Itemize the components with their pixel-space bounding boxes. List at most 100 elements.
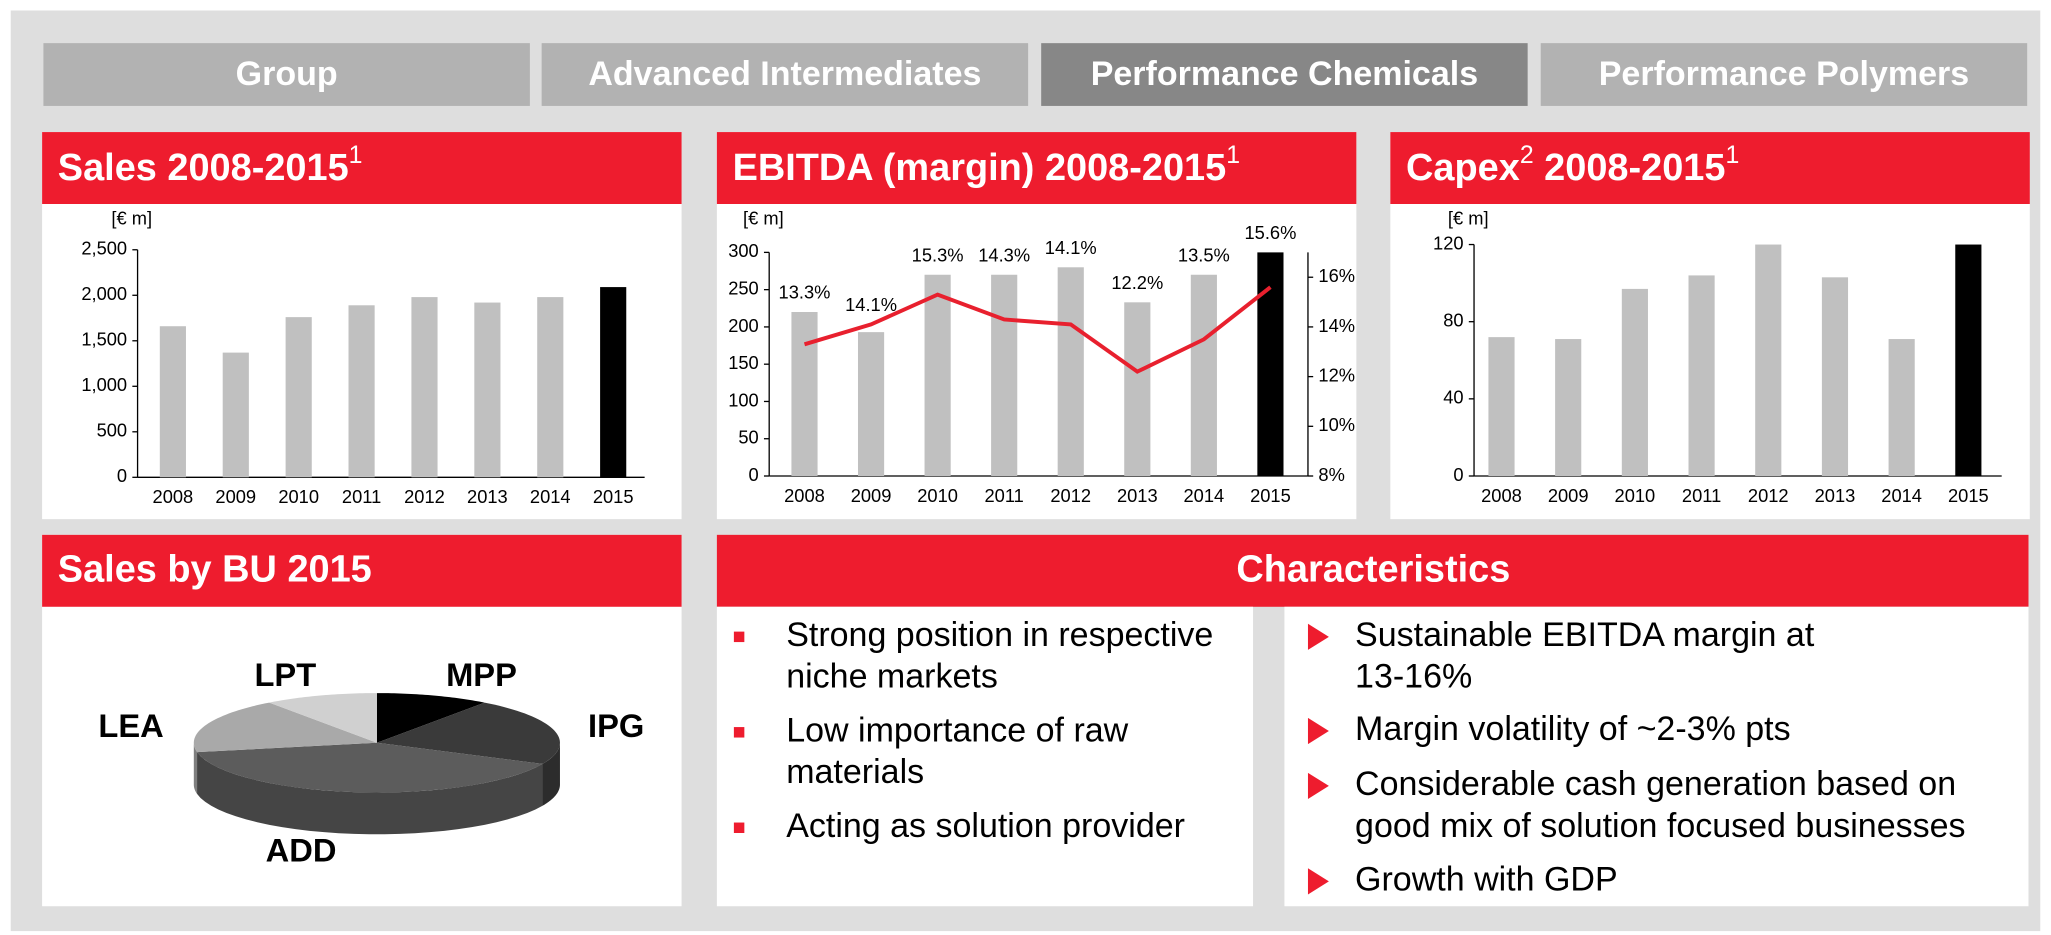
bar [1621, 288, 1648, 476]
x-tick-label: 2008 [153, 486, 194, 507]
bullet [733, 631, 745, 643]
y-tick-label: 2,500 [81, 238, 127, 259]
bar [1190, 274, 1217, 476]
panel-title: Capex2 2008-20151 [1406, 142, 1739, 189]
title-superscript: 1 [1725, 142, 1739, 169]
list-item: good mix of solution focused businesses [1355, 807, 1965, 845]
bar [285, 317, 312, 478]
x-tick-label: 2012 [1050, 485, 1091, 506]
bar [791, 312, 818, 476]
y2-tick-label: 12% [1318, 364, 1355, 385]
x-tick-label: 2011 [342, 486, 381, 507]
x-tick-label: 2010 [1615, 485, 1656, 506]
bar [857, 332, 885, 476]
y-tick-label: 2,000 [81, 283, 127, 304]
data-label: 15.3% [912, 244, 964, 265]
panel-title: Sales 2008-20151 [58, 142, 363, 189]
y-tick-label: 120 [1433, 232, 1464, 253]
y-tick-label: 80 [1443, 310, 1463, 331]
x-tick-label: 2010 [917, 485, 958, 506]
tab [1540, 43, 2028, 106]
list-item: Considerable cash generation based on [1355, 765, 1956, 803]
pie-slice [376, 702, 560, 806]
y2-tick-label: 16% [1318, 265, 1355, 286]
pie-label: ADD [266, 831, 337, 868]
bar [1755, 244, 1782, 476]
bar [1888, 339, 1915, 476]
panel [1284, 606, 2029, 907]
bar [1821, 277, 1849, 476]
x-tick-label: 2014 [1184, 485, 1225, 506]
bar [1688, 275, 1715, 476]
bullet [733, 727, 745, 738]
bar [474, 302, 501, 478]
line [803, 285, 1272, 374]
title-text: Capex [1406, 147, 1520, 189]
list-item: Margin volatility of ~2-3% pts [1355, 710, 1791, 748]
y2-tick-label: 14% [1318, 315, 1355, 336]
pie-slice-side [197, 752, 543, 835]
bar [1488, 337, 1515, 476]
title-superscript: 2 [1520, 142, 1534, 169]
pie-label: MPP [446, 656, 517, 693]
tab [43, 43, 530, 106]
x-tick-label: 2009 [851, 485, 892, 506]
y-tick-label: 150 [728, 352, 759, 373]
list-item: Sustainable EBITDA margin at [1355, 616, 1815, 654]
y2-tick-label: 10% [1318, 414, 1355, 435]
x-tick-label: 2008 [1481, 485, 1522, 506]
bar [924, 274, 951, 476]
y-tick-label: 0 [1453, 464, 1463, 485]
pie-slice-top [269, 693, 377, 743]
pie-slice [269, 693, 377, 743]
tab-label: Performance Chemicals [1091, 55, 1478, 93]
y-tick-label: 500 [97, 420, 128, 441]
bar [1257, 252, 1284, 476]
pie-slice-side [542, 742, 560, 806]
pie-slice-top [376, 693, 485, 743]
unit-label: [€ m] [111, 208, 152, 229]
x-tick-label: 2011 [1682, 485, 1721, 506]
list-item: materials [786, 753, 924, 791]
bar [1955, 244, 1982, 476]
x-tick-label: 2014 [1881, 485, 1922, 506]
tab-label: Performance Polymers [1599, 55, 1969, 93]
list-item: Acting as solution provider [786, 807, 1185, 845]
bar [411, 297, 438, 478]
list-item: Strong position in respective [786, 616, 1213, 654]
pie-slice-top [197, 742, 543, 793]
bar [1555, 339, 1582, 476]
bar [1124, 302, 1151, 476]
panel [716, 606, 1254, 907]
bar [348, 305, 375, 478]
bullet [1307, 772, 1329, 799]
panel-header [716, 132, 1357, 204]
list-item: niche markets [786, 658, 998, 696]
x-tick-label: 2013 [467, 486, 508, 507]
panel-title: Characteristics [1236, 548, 1510, 590]
unit-label: [€ m] [1448, 208, 1489, 229]
pie-slice [193, 702, 377, 794]
x-tick-label: 2010 [278, 486, 319, 507]
x-tick-label: 2011 [985, 485, 1024, 506]
unit-label: [€ m] [743, 208, 784, 229]
title-superscript: 1 [349, 142, 363, 169]
data-label: 14.1% [845, 294, 897, 315]
y-tick-label: 300 [728, 240, 759, 261]
tab-label: Advanced Intermediates [588, 55, 981, 93]
x-tick-label: 2015 [1948, 485, 1989, 506]
tab [1041, 43, 1528, 106]
title-text: EBITDA (margin) 2008-2015 [733, 147, 1227, 189]
pie-slice-top [193, 702, 377, 753]
pie-label: LPT [254, 656, 316, 693]
bar [222, 352, 249, 478]
data-label: 14.1% [1045, 237, 1097, 258]
title-superscript: 1 [1226, 142, 1240, 169]
pie-slice-side [193, 742, 198, 794]
y-tick-label: 200 [728, 315, 759, 336]
title-text: Sales 2008-2015 [58, 147, 349, 189]
bar [991, 274, 1018, 476]
pie-slice [197, 742, 543, 835]
panel-header [1390, 132, 2030, 204]
panel-header [42, 534, 682, 607]
